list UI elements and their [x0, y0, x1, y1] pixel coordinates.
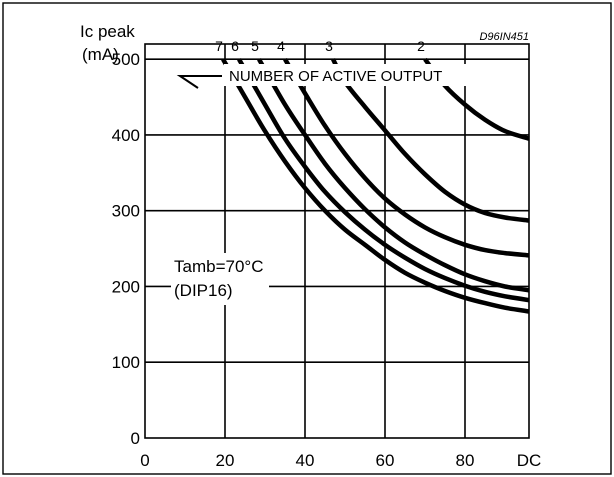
conditions-package: (DIP16): [174, 281, 233, 300]
y-tick-label: 0: [131, 429, 140, 448]
series-label-2: 2: [417, 38, 425, 54]
series-label-4: 4: [277, 38, 285, 54]
series-line-4: [283, 58, 530, 258]
y-tick-label: 500: [112, 50, 140, 69]
plot-frame: [144, 43, 530, 439]
series-label-3: 3: [325, 38, 333, 54]
legend-leader-arrow: [176, 75, 222, 89]
series-line-7: [221, 58, 530, 314]
x-tick-label: 40: [296, 451, 315, 470]
x-tick-label: 60: [376, 451, 395, 470]
conditions-temperature: Tamb=70°C: [174, 257, 263, 276]
conditions-label-backdrop: [171, 253, 269, 305]
series-label-6: 6: [231, 38, 239, 54]
y-tick-label: 100: [112, 353, 140, 372]
y-tick-label: 200: [112, 277, 140, 296]
y-tick-label: 400: [112, 126, 140, 145]
legend-title: NUMBER OF ACTIVE OUTPUT: [229, 68, 442, 85]
y-axis-label-line1: Ic peak: [80, 22, 135, 41]
y-axis-label-line2: (mA): [82, 45, 119, 64]
series-curves: [221, 57, 530, 314]
series-line-3: [331, 58, 530, 223]
x-tick-label: DC: [517, 451, 542, 470]
x-tick-label: 20: [216, 451, 235, 470]
figure-code: D96IN451: [479, 31, 529, 43]
x-tick-label: 80: [456, 451, 475, 470]
series-label-7: 7: [215, 38, 223, 54]
series-line-5: [257, 58, 530, 293]
y-tick-label: 300: [112, 202, 140, 221]
axis-ticks: 0 20 40 60 80 DC 0 100 200 300 400 500: [112, 50, 542, 470]
x-tick-label: 0: [140, 451, 149, 470]
legend-label-backdrop: [224, 64, 502, 86]
series-line-6: [237, 58, 530, 303]
series-label-5: 5: [251, 38, 259, 54]
